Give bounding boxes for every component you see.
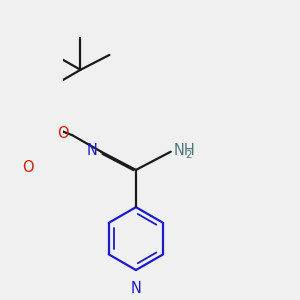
Text: O: O <box>22 160 33 175</box>
Text: O: O <box>57 126 69 141</box>
Text: N: N <box>86 143 97 158</box>
Text: 2: 2 <box>185 150 192 160</box>
Text: NH: NH <box>173 143 195 158</box>
Text: N: N <box>130 281 141 296</box>
